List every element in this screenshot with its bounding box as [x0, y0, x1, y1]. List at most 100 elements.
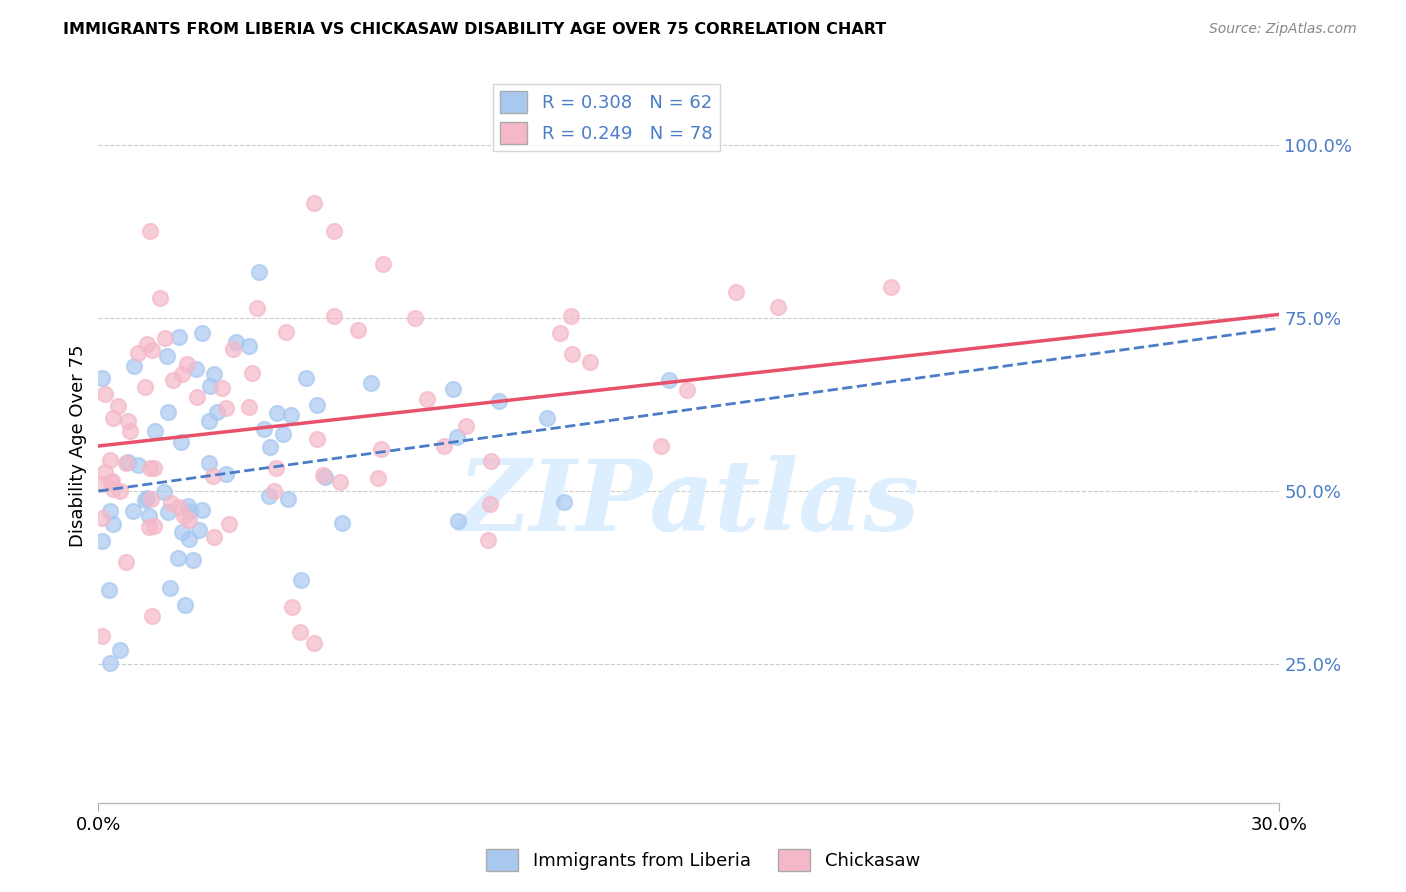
- Point: [246, 301, 269, 316]
- Point: [159, 581, 181, 595]
- Point: [127, 346, 149, 360]
- Point: [247, 265, 270, 279]
- Point: [225, 334, 247, 349]
- Text: IMMIGRANTS FROM LIBERIA VS CHICKASAW DISABILITY AGE OVER 75 CORRELATION CHART: IMMIGRANTS FROM LIBERIA VS CHICKASAW DIS…: [63, 22, 887, 37]
- Point: [322, 224, 344, 238]
- Point: [91, 629, 114, 643]
- Point: [143, 519, 166, 533]
- Point: [176, 357, 198, 371]
- Point: [103, 410, 125, 425]
- Point: [446, 430, 468, 444]
- Point: [536, 411, 558, 425]
- Point: [370, 442, 392, 456]
- Point: [94, 387, 117, 401]
- Point: [138, 520, 160, 534]
- Point: [198, 379, 221, 393]
- Point: [98, 656, 121, 670]
- Point: [238, 338, 260, 352]
- Point: [141, 491, 163, 506]
- Point: [138, 460, 160, 475]
- Point: [152, 485, 174, 500]
- Point: [115, 555, 138, 569]
- Point: [322, 309, 344, 323]
- Point: [162, 373, 184, 387]
- Point: [404, 311, 426, 326]
- Point: [155, 331, 177, 345]
- Point: [222, 342, 245, 356]
- Point: [329, 475, 352, 490]
- Point: [117, 414, 139, 428]
- Point: [295, 371, 318, 385]
- Text: ZIPatlas: ZIPatlas: [458, 455, 920, 551]
- Point: [263, 483, 285, 498]
- Point: [138, 224, 160, 238]
- Legend: Immigrants from Liberia, Chickasaw: Immigrants from Liberia, Chickasaw: [478, 842, 928, 879]
- Point: [266, 406, 288, 420]
- Point: [141, 609, 163, 624]
- Point: [191, 326, 214, 340]
- Point: [441, 382, 464, 396]
- Point: [173, 508, 195, 523]
- Point: [117, 455, 139, 469]
- Point: [766, 300, 789, 314]
- Point: [314, 470, 336, 484]
- Point: [134, 380, 156, 394]
- Point: [177, 499, 200, 513]
- Point: [253, 422, 276, 436]
- Point: [91, 371, 114, 385]
- Point: [98, 453, 121, 467]
- Point: [302, 636, 325, 650]
- Point: [107, 399, 129, 413]
- Point: [155, 349, 177, 363]
- Point: [277, 492, 299, 507]
- Point: [127, 458, 149, 472]
- Point: [240, 367, 263, 381]
- Point: [177, 513, 200, 527]
- Point: [138, 509, 160, 524]
- Point: [136, 337, 159, 351]
- Point: [141, 343, 163, 357]
- Point: [307, 432, 329, 446]
- Point: [100, 474, 122, 488]
- Point: [101, 516, 124, 531]
- Point: [238, 400, 260, 414]
- Point: [330, 516, 353, 530]
- Point: [207, 405, 229, 419]
- Point: [550, 326, 572, 341]
- Point: [170, 524, 193, 539]
- Point: [98, 504, 121, 518]
- Point: [181, 553, 204, 567]
- Point: [100, 475, 122, 490]
- Point: [108, 483, 131, 498]
- Point: [280, 409, 302, 423]
- Point: [156, 405, 179, 419]
- Point: [218, 517, 240, 532]
- Point: [91, 533, 114, 548]
- Point: [157, 505, 180, 519]
- Point: [186, 390, 208, 404]
- Point: [101, 482, 124, 496]
- Point: [142, 460, 165, 475]
- Point: [91, 477, 114, 491]
- Point: [115, 457, 138, 471]
- Point: [169, 434, 191, 449]
- Point: [118, 424, 141, 438]
- Point: [447, 514, 470, 528]
- Point: [184, 362, 207, 376]
- Point: [202, 530, 225, 544]
- Point: [211, 381, 233, 395]
- Point: [167, 329, 190, 343]
- Point: [134, 493, 156, 508]
- Point: [173, 599, 195, 613]
- Point: [561, 347, 583, 361]
- Point: [478, 497, 501, 511]
- Point: [143, 425, 166, 439]
- Point: [290, 573, 312, 587]
- Point: [202, 367, 225, 381]
- Point: [724, 285, 747, 300]
- Point: [121, 504, 143, 518]
- Point: [91, 510, 114, 524]
- Point: [214, 467, 236, 482]
- Legend: R = 0.308   N = 62, R = 0.249   N = 78: R = 0.308 N = 62, R = 0.249 N = 78: [494, 84, 720, 152]
- Point: [215, 401, 238, 416]
